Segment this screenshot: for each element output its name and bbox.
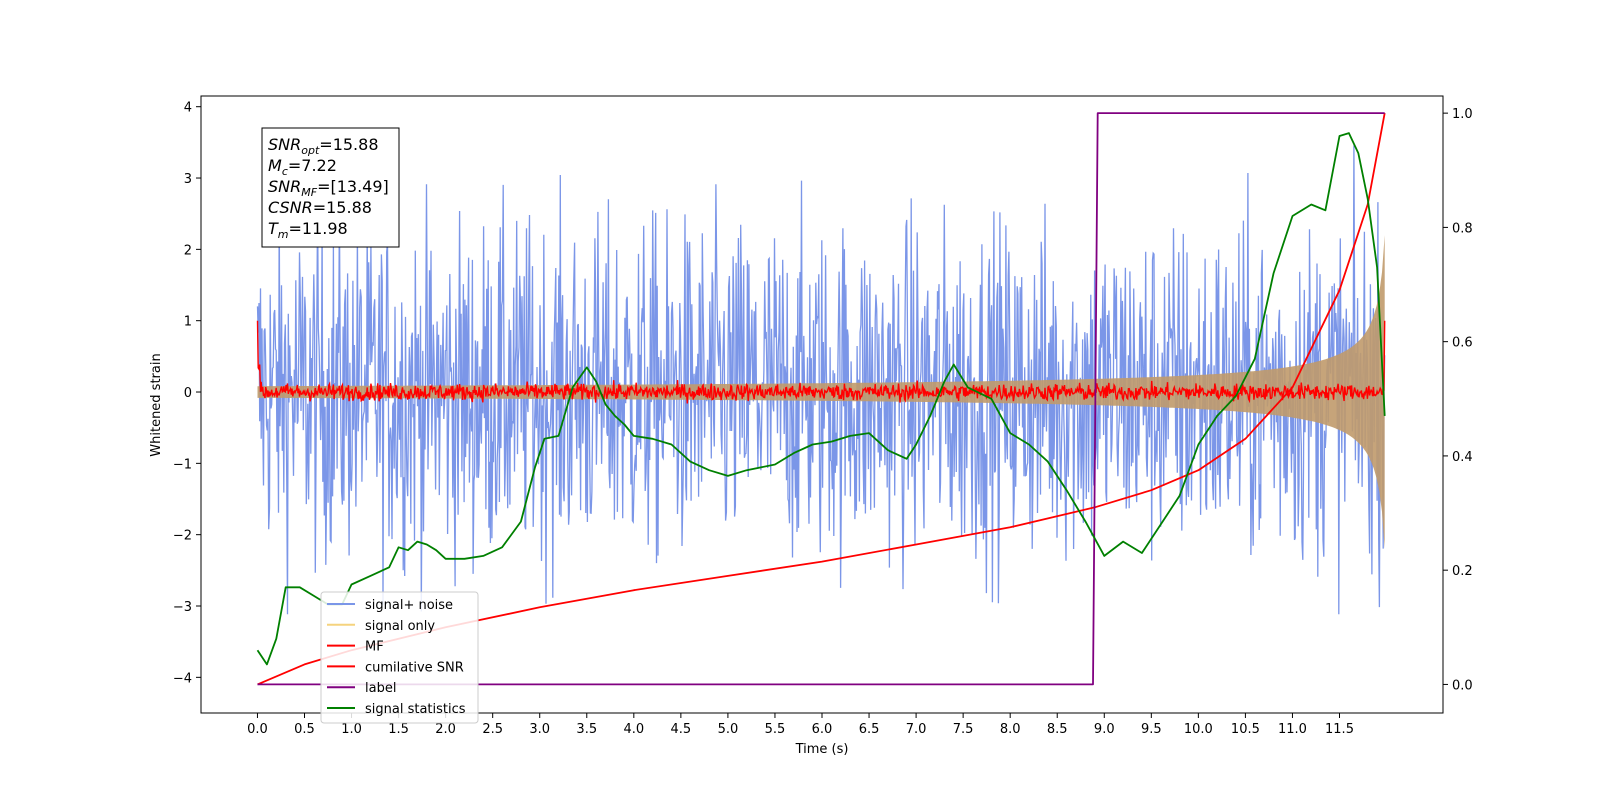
y-left-tick-label: 0 [184, 386, 192, 401]
y-right-tick-label: 0.2 [1452, 564, 1473, 579]
x-tick-label: 9.5 [1141, 722, 1162, 737]
x-tick-label: 6.0 [812, 722, 833, 737]
x-tick-label: 5.5 [765, 722, 786, 737]
x-tick-label: 4.0 [623, 722, 644, 737]
x-tick-label: 11.0 [1278, 722, 1307, 737]
stat-line: Tm=11.98 [268, 219, 348, 241]
y-left-tick-label: −4 [173, 671, 192, 686]
legend-entry-label: MF [365, 640, 384, 655]
stat-line: SNRMF=[13.49] [268, 177, 389, 199]
stat-line: SNRopt=15.88 [268, 135, 379, 157]
x-axis-label: Time (s) [795, 742, 849, 757]
x-tick-label: 1.5 [388, 722, 409, 737]
x-tick-label: 11.5 [1325, 722, 1354, 737]
y-right-tick-label: 0.0 [1452, 678, 1473, 693]
series-label [257, 112, 1385, 686]
x-tick-label: 0.0 [247, 722, 268, 737]
y-axis-right: 1.0 0.8 0.6 0.4 0.2 0.0 [1443, 107, 1473, 693]
legend-entry-label: label [365, 681, 396, 696]
x-tick-label: 9.0 [1094, 722, 1115, 737]
x-tick-label: 1.0 [341, 722, 362, 737]
x-tick-label: 2.5 [482, 722, 503, 737]
legend-entry-label: signal only [365, 619, 435, 634]
x-tick-label: 10.0 [1184, 722, 1213, 737]
y-left-tick-label: −3 [173, 600, 192, 615]
legend-entry-label: signal statistics [365, 702, 466, 717]
x-tick-label: 0.5 [294, 722, 315, 737]
legend-frame [320, 591, 479, 724]
y-left-tick-label: −2 [173, 529, 192, 544]
y-left-tick-label: 4 [184, 101, 192, 116]
x-tick-label: 2.0 [435, 722, 456, 737]
y-axis-label: Whitened strain [149, 353, 164, 456]
y-right-tick-label: 0.6 [1452, 336, 1473, 351]
y-axis-left: 4 3 2 1 0 −1 −2 −3 −4 [173, 101, 201, 686]
x-tick-label: 5.0 [718, 722, 739, 737]
stat-line: CSNR=15.88 [268, 198, 372, 217]
legend-entry-label: signal+ noise [365, 598, 453, 613]
x-tick-label: 8.5 [1047, 722, 1068, 737]
y-left-tick-label: −1 [173, 457, 192, 472]
x-tick-label: 8.0 [1000, 722, 1021, 737]
series-mf [256, 320, 1386, 404]
x-tick-label: 7.0 [906, 722, 927, 737]
series-signal-statistics [256, 132, 1386, 666]
y-right-tick-label: 0.4 [1452, 450, 1473, 465]
y-left-tick-label: 1 [184, 315, 192, 330]
series-signal-plus-noise [256, 145, 1386, 615]
legend-entry-label: cumilative SNR [365, 660, 464, 675]
y-right-tick-label: 0.8 [1452, 221, 1473, 236]
x-tick-label: 10.5 [1231, 722, 1260, 737]
stats-annotation-box: SNRopt=15.88Mc=7.22SNRMF=[13.49]CSNR=15.… [261, 127, 400, 248]
x-tick-label: 6.5 [859, 722, 880, 737]
y-left-tick-label: 3 [184, 172, 192, 187]
x-axis: 0.0 0.5 1.0 1.5 2.0 2.5 3.0 3.5 4.0 4.5 5.0 5.5 6.0 6… [247, 713, 1354, 737]
x-tick-label: 3.0 [529, 722, 550, 737]
x-tick-label: 4.5 [671, 722, 692, 737]
legend: signal+ noise signal only MF cumilative SNR… [320, 591, 479, 724]
stats-box-frame [261, 127, 400, 248]
y-left-tick-label: 2 [184, 243, 192, 258]
stat-line: Mc=7.22 [268, 156, 337, 178]
y-right-tick-label: 1.0 [1452, 107, 1473, 122]
x-tick-label: 7.5 [953, 722, 974, 737]
x-tick-label: 3.5 [576, 722, 597, 737]
